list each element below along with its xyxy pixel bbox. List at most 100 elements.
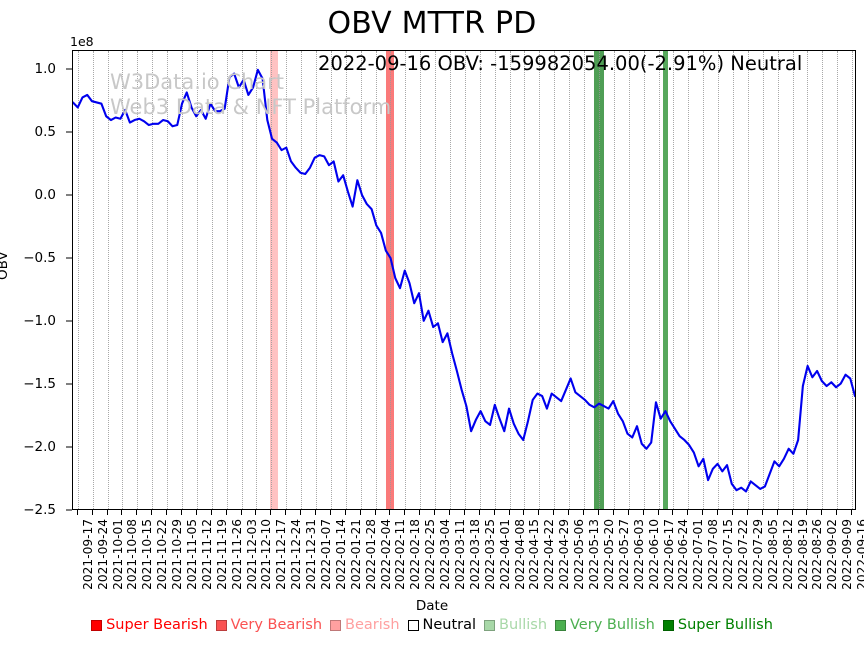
x-tick-label: 2021-12-03 <box>244 519 259 590</box>
y-tick-label: 1.0 <box>34 60 56 77</box>
x-tick-mark <box>821 510 823 515</box>
signal-band <box>270 51 279 509</box>
legend-label: Neutral <box>422 617 477 633</box>
x-tick-mark <box>344 510 346 515</box>
gridline <box>345 51 347 509</box>
x-tick-label: 2021-09-24 <box>95 519 110 590</box>
gridline <box>182 51 183 509</box>
x-tick-label: 2022-04-08 <box>512 519 527 590</box>
signal-band <box>662 51 669 509</box>
gridline <box>792 51 794 509</box>
y-tick-label: −1.0 <box>23 312 56 329</box>
x-tick-label: 2022-01-14 <box>333 519 348 590</box>
gridline <box>718 51 720 509</box>
gridline <box>658 51 660 509</box>
x-tick-label: 2022-01-21 <box>348 519 363 590</box>
y-tick-label: −1.5 <box>23 375 56 392</box>
x-tick-mark <box>270 510 272 515</box>
x-tick-label: 2021-12-24 <box>289 519 304 590</box>
gridline <box>196 51 198 509</box>
x-tick-label: 2022-06-24 <box>676 519 691 590</box>
x-tick-label: 2022-09-09 <box>840 519 855 590</box>
x-tick-label: 2022-04-29 <box>557 519 572 590</box>
x-tick-label: 2021-12-10 <box>259 519 274 590</box>
gridline <box>524 51 526 509</box>
x-tick-label: 2022-03-04 <box>438 519 453 590</box>
x-tick-label: 2021-10-01 <box>110 519 125 590</box>
x-tick-mark <box>672 510 674 515</box>
gridline <box>405 51 407 509</box>
gridline <box>375 51 377 509</box>
gridline <box>598 51 600 509</box>
y-tick-mark <box>66 509 72 511</box>
x-tick-mark <box>806 510 808 515</box>
x-tick-label: 2022-05-13 <box>587 519 602 590</box>
x-tick-label: 2022-08-19 <box>795 519 810 590</box>
gridline <box>673 51 675 509</box>
x-tick-label: 2022-05-06 <box>572 519 587 590</box>
x-tick-mark <box>195 510 197 515</box>
x-tick-label: 2021-10-29 <box>170 519 185 590</box>
x-tick-label: 2022-02-18 <box>408 519 423 590</box>
y-axis: 1.0 0.5 0.0 −0.5 −1.0 −1.5 −2.0 −2.5 <box>0 0 72 646</box>
obv-line-series <box>73 51 855 509</box>
x-tick-mark <box>389 510 391 515</box>
legend-item[interactable]: Very Bullish <box>555 617 655 633</box>
x-tick-mark <box>761 510 763 515</box>
gridline <box>837 51 839 509</box>
gridline <box>732 51 734 509</box>
gridline <box>762 51 764 509</box>
legend-item[interactable]: Neutral <box>407 617 477 633</box>
x-tick-label: 2022-06-03 <box>631 519 646 590</box>
x-tick-mark <box>76 510 78 515</box>
x-tick-mark <box>285 510 287 515</box>
legend-item[interactable]: Super Bullish <box>662 617 773 633</box>
gridline <box>286 51 288 509</box>
y-tick-mark <box>66 194 72 196</box>
legend-swatch-icon <box>662 619 674 631</box>
gridline <box>241 51 243 509</box>
x-tick-mark <box>374 510 376 515</box>
gridline <box>494 51 496 509</box>
gridline <box>807 51 809 509</box>
gridline <box>464 51 466 509</box>
y-tick-mark <box>66 383 72 385</box>
legend-item[interactable]: Bullish <box>484 617 547 633</box>
plot-area[interactable] <box>72 50 856 510</box>
gridlines <box>73 51 855 509</box>
y-tick-mark <box>66 131 72 133</box>
x-tick-label: 2022-09-16 <box>855 519 864 590</box>
x-tick-mark <box>181 510 182 515</box>
gridline <box>569 51 571 509</box>
gridline <box>316 51 318 509</box>
gridline <box>703 51 705 509</box>
gridline <box>122 51 124 509</box>
x-tick-label: 2022-04-22 <box>542 519 557 590</box>
x-tick-mark <box>717 510 719 515</box>
x-tick-label: 2022-07-08 <box>706 519 721 590</box>
legend-item[interactable]: Very Bearish <box>215 617 322 633</box>
x-tick-label: 2022-02-25 <box>423 519 438 590</box>
legend-item[interactable]: Super Bearish <box>91 617 208 633</box>
gridline <box>688 51 690 509</box>
x-tick-mark <box>746 510 748 515</box>
x-tick-mark <box>315 510 317 515</box>
x-tick-label: 2022-06-10 <box>646 519 661 590</box>
x-tick-mark <box>419 510 421 515</box>
x-tick-mark <box>210 510 212 515</box>
y-tick-label: 0.5 <box>34 123 56 140</box>
gridline <box>107 51 109 509</box>
x-tick-label: 2022-03-25 <box>482 519 497 590</box>
legend-swatch-icon <box>330 619 342 631</box>
y-tick-label: −2.5 <box>23 502 56 518</box>
x-tick-label: 2022-07-22 <box>735 519 750 590</box>
x-tick-mark <box>776 510 778 515</box>
x-tick-label: 2022-07-15 <box>721 519 736 590</box>
x-tick-mark <box>434 510 436 515</box>
gridline <box>628 51 630 509</box>
legend-item[interactable]: Bearish <box>330 617 400 633</box>
x-tick-mark <box>166 510 168 515</box>
x-tick-mark <box>300 510 302 515</box>
y-tick-label: 0.0 <box>34 186 56 203</box>
gridline <box>420 51 422 509</box>
